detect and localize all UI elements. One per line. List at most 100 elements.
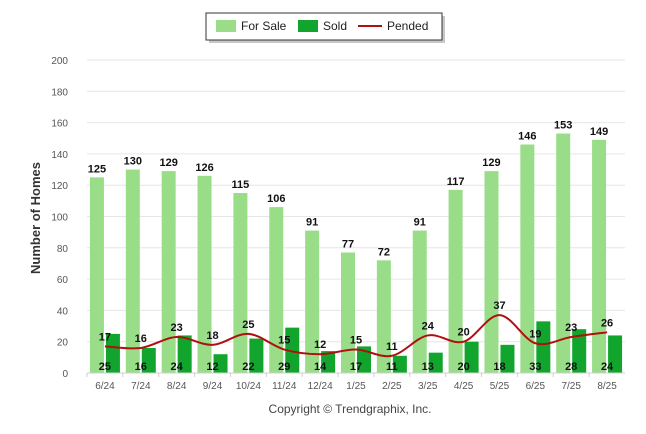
data-label-sold: 24	[601, 361, 614, 373]
x-tick-label: 6/25	[526, 381, 546, 392]
bar-sold	[285, 327, 300, 373]
bar-for-sale	[161, 171, 176, 373]
bar-for-sale	[412, 230, 427, 373]
bar-for-sale	[305, 230, 320, 373]
data-label-for-sale: 129	[482, 157, 500, 169]
data-label-for-sale: 126	[195, 162, 213, 174]
data-label-sold: 17	[350, 361, 362, 373]
bar-for-sale	[341, 252, 355, 373]
x-tick-label: 2/25	[382, 381, 402, 392]
x-tick-label: 9/24	[203, 381, 223, 392]
data-label-sold: 12	[206, 361, 218, 373]
data-label-sold: 13	[422, 361, 434, 373]
x-tick-label: 12/24	[308, 381, 333, 392]
bar-sold	[357, 346, 371, 373]
bar-for-sale	[520, 144, 535, 373]
data-label-pended: 19	[529, 328, 541, 340]
bar-sold	[213, 354, 228, 373]
data-label-for-sale: 149	[590, 126, 608, 138]
x-tick-label: 7/24	[131, 381, 151, 392]
x-tick-label: 3/25	[418, 381, 438, 392]
y-tick-label: 40	[57, 306, 69, 317]
y-tick-label: 20	[57, 338, 69, 349]
data-label-pended: 26	[601, 317, 613, 329]
bar-for-sale	[89, 177, 104, 373]
bar-for-sale	[556, 133, 571, 373]
bar-for-sale	[125, 169, 140, 373]
bar-sold	[321, 351, 336, 373]
bar-sold	[572, 329, 587, 373]
y-tick-label: 180	[51, 87, 68, 98]
y-tick-label: 160	[51, 119, 68, 130]
data-label-for-sale: 91	[414, 217, 426, 229]
x-tick-label: 4/25	[454, 381, 474, 392]
bar-for-sale	[197, 175, 212, 373]
y-tick-label: 100	[51, 213, 68, 224]
y-axis-label: Number of Homes	[28, 162, 43, 274]
x-tick-label: 10/24	[236, 381, 261, 392]
bar-for-sale	[592, 139, 607, 373]
data-label-sold: 28	[565, 361, 577, 373]
data-label-for-sale: 130	[124, 156, 142, 168]
bar-sold	[105, 333, 120, 373]
data-label-pended: 37	[493, 300, 505, 312]
bar-sold	[464, 341, 479, 373]
data-label-sold: 33	[529, 361, 541, 373]
data-label-pended: 25	[242, 319, 254, 331]
data-label-sold: 24	[171, 361, 184, 373]
legend: For Sale Sold Pended	[205, 12, 445, 43]
data-label-pended: 18	[206, 330, 218, 342]
legend-label-sold: Sold	[323, 19, 347, 33]
x-tick-label: 11/24	[272, 381, 297, 392]
bar-for-sale	[269, 207, 284, 373]
data-label-for-sale: 77	[342, 238, 354, 250]
bar-sold	[608, 335, 623, 373]
bar-for-sale	[233, 193, 248, 373]
y-tick-label: 60	[57, 275, 69, 286]
data-label-pended: 23	[565, 322, 577, 334]
x-tick-label: 7/25	[561, 381, 581, 392]
data-label-for-sale: 125	[88, 163, 106, 175]
data-label-pended: 24	[422, 320, 435, 332]
data-label-for-sale: 153	[554, 120, 572, 132]
data-label-for-sale: 117	[447, 176, 465, 188]
bar-for-sale	[484, 171, 499, 373]
gridlines	[87, 59, 625, 343]
data-label-pended: 17	[99, 331, 111, 343]
y-tick-label: 200	[51, 56, 68, 67]
data-label-sold: 14	[314, 361, 327, 373]
y-tick-label: 80	[57, 244, 69, 255]
data-labels: 125 25 17 130 16 16 129 24 23 126 12 18 115 22 25 106 29…	[88, 120, 614, 373]
bar-sold	[249, 338, 264, 373]
data-label-sold: 16	[135, 361, 147, 373]
bar-sold	[500, 344, 515, 373]
data-label-pended: 11	[386, 341, 398, 353]
y-tick-label: 0	[62, 369, 68, 380]
pended-series-line	[104, 314, 608, 358]
data-label-for-sale: 106	[267, 193, 285, 205]
x-tick-label: 8/25	[597, 381, 617, 392]
data-label-sold: 29	[278, 361, 290, 373]
copyright-credit: Copyright © Trendgraphix, Inc.	[269, 402, 432, 416]
data-label-pended: 12	[314, 339, 326, 351]
legend-swatch-sold	[298, 20, 318, 32]
data-label-pended: 16	[135, 333, 147, 345]
bar-sold	[392, 355, 407, 373]
x-tick-label: 1/25	[346, 381, 366, 392]
data-label-pended: 15	[278, 335, 290, 347]
data-label-for-sale: 91	[306, 217, 318, 229]
data-label-for-sale: 146	[518, 131, 536, 143]
bar-sold	[428, 352, 443, 373]
data-label-for-sale: 129	[159, 157, 177, 169]
bar-sold	[177, 335, 192, 373]
data-label-pended: 23	[171, 322, 183, 334]
bars	[89, 133, 623, 373]
legend-label-pended: Pended	[387, 19, 428, 33]
data-label-sold: 18	[493, 361, 505, 373]
y-axis-ticks: 0 20 40 60 80 100 120 140 160 180 200	[51, 56, 68, 380]
y-tick-label: 140	[51, 150, 68, 161]
data-label-sold: 11	[386, 361, 398, 373]
legend-box	[205, 12, 443, 41]
